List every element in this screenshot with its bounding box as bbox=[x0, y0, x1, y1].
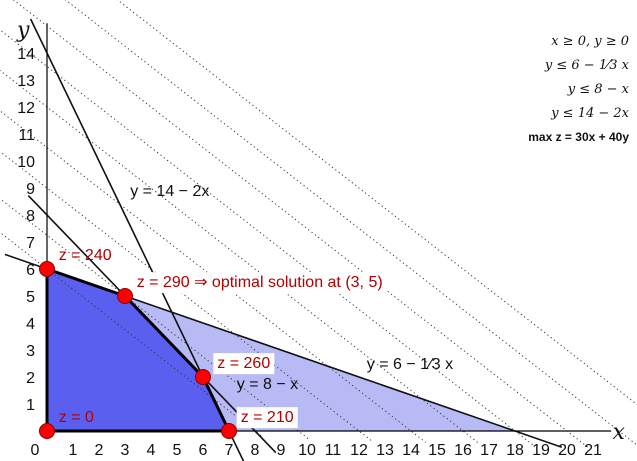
y-tick-label: 4 bbox=[26, 316, 35, 333]
constraint-1: y ≤ 6 − 1⁄3 x bbox=[544, 58, 629, 73]
constraint-3: y ≤ 14 − 2x bbox=[551, 106, 629, 121]
y-tick-label: 10 bbox=[17, 154, 35, 171]
y-tick-label: 8 bbox=[26, 208, 35, 225]
axes: xy bbox=[16, 18, 626, 445]
vertex-label-bg bbox=[132, 272, 387, 294]
tick-labels: 0 1 2 3 4 5 6 7 8 9 10 11 12 13 14 15 16 17 18 19 20 21123456… bbox=[17, 46, 602, 459]
x-tick-label: 0 bbox=[31, 442, 40, 459]
y-tick-label: 3 bbox=[26, 343, 35, 360]
constraint-line-label-1: y = 14 − 2x bbox=[130, 183, 209, 200]
y-tick-label: 7 bbox=[26, 235, 35, 252]
x-tick-label: 3 bbox=[121, 442, 130, 459]
x-tick-label: 10 bbox=[298, 442, 316, 459]
vertex-point bbox=[39, 423, 55, 439]
vertices bbox=[39, 261, 237, 439]
vertex-label: z = 240 bbox=[59, 247, 112, 264]
x-tick-label: 19 bbox=[532, 442, 550, 459]
x-tick-label: 15 bbox=[428, 442, 446, 459]
feasible-region bbox=[47, 269, 229, 431]
x-tick-label: 4 bbox=[147, 442, 156, 459]
iso-profit-line bbox=[0, 150, 372, 442]
constraint-line-label-3: y = 6 − 1⁄3 x bbox=[367, 356, 453, 373]
vertex-label-group: z = 260 bbox=[213, 353, 275, 375]
x-tick-label: 12 bbox=[350, 442, 368, 459]
iso-profit-line bbox=[0, 198, 309, 440]
vertex-label: z = 210 bbox=[241, 409, 294, 426]
x-tick-label: 21 bbox=[584, 442, 602, 459]
x-tick-label: 18 bbox=[506, 442, 524, 459]
constraint-line-label-2: y = 8 − x bbox=[237, 376, 298, 393]
y-tick-label: 9 bbox=[26, 181, 35, 198]
x-axis-label: x bbox=[613, 420, 626, 445]
x-tick-label: 8 bbox=[251, 442, 260, 459]
y-axis-label: y bbox=[16, 18, 30, 43]
x-tick-label: 13 bbox=[376, 442, 394, 459]
vertex-label: z = 290 ⇒ optimal solution at (3, 5) bbox=[137, 274, 383, 291]
vertex-point bbox=[221, 423, 237, 439]
vertex-label-bg bbox=[213, 353, 275, 375]
objective-function: max z = 30x + 40y bbox=[528, 130, 629, 144]
vertex-label-bg bbox=[236, 407, 298, 429]
vertex-label: z = 0 bbox=[59, 409, 94, 426]
x-tick-label: 7 bbox=[225, 442, 234, 459]
constraint-nonneg: x ≥ 0, y ≥ 0 bbox=[551, 34, 629, 49]
x-tick-label: 17 bbox=[480, 442, 498, 459]
y-tick-label: 11 bbox=[18, 127, 35, 144]
vertex-labels: z = 0 z = 240 z = 290 ⇒ optimal solution a… bbox=[59, 247, 387, 429]
vertex-label-group: z = 240 bbox=[59, 247, 112, 264]
vertex-point bbox=[195, 369, 211, 385]
y-tick-label: 1 bbox=[26, 397, 35, 414]
y-tick-label: 2 bbox=[26, 370, 35, 387]
x-tick-label: 9 bbox=[277, 442, 286, 459]
vertex-label-group: z = 0 bbox=[59, 409, 94, 426]
vertex-label: z = 260 bbox=[217, 355, 270, 372]
y-tick-label: 5 bbox=[26, 289, 35, 306]
y-tick-label: 6 bbox=[26, 262, 35, 279]
line-labels: y = 14 − 2x y = 8 − x y = 6 − 1⁄3 x bbox=[130, 183, 453, 393]
x-tick-label: 1 bbox=[69, 442, 78, 459]
x-tick-label: 16 bbox=[454, 442, 472, 459]
y-tick-label: 12 bbox=[17, 100, 35, 117]
y-tick-label: 13 bbox=[17, 73, 35, 90]
vertex-point bbox=[117, 288, 133, 304]
x-tick-label: 6 bbox=[199, 442, 208, 459]
vertex-point bbox=[39, 261, 55, 277]
y-tick-label: 14 bbox=[17, 46, 35, 63]
x-tick-label: 20 bbox=[558, 442, 576, 459]
x-tick-label: 11 bbox=[325, 442, 342, 459]
vertex-label-group: z = 290 ⇒ optimal solution at (3, 5) bbox=[132, 272, 387, 294]
x-tick-label: 5 bbox=[173, 442, 182, 459]
x-tick-label: 14 bbox=[402, 442, 420, 459]
iso-profit-line bbox=[0, 29, 535, 446]
constraint-2: y ≤ 8 − x bbox=[567, 82, 629, 97]
vertex-label-group: z = 210 bbox=[236, 407, 298, 429]
x-tick-label: 2 bbox=[95, 442, 104, 459]
